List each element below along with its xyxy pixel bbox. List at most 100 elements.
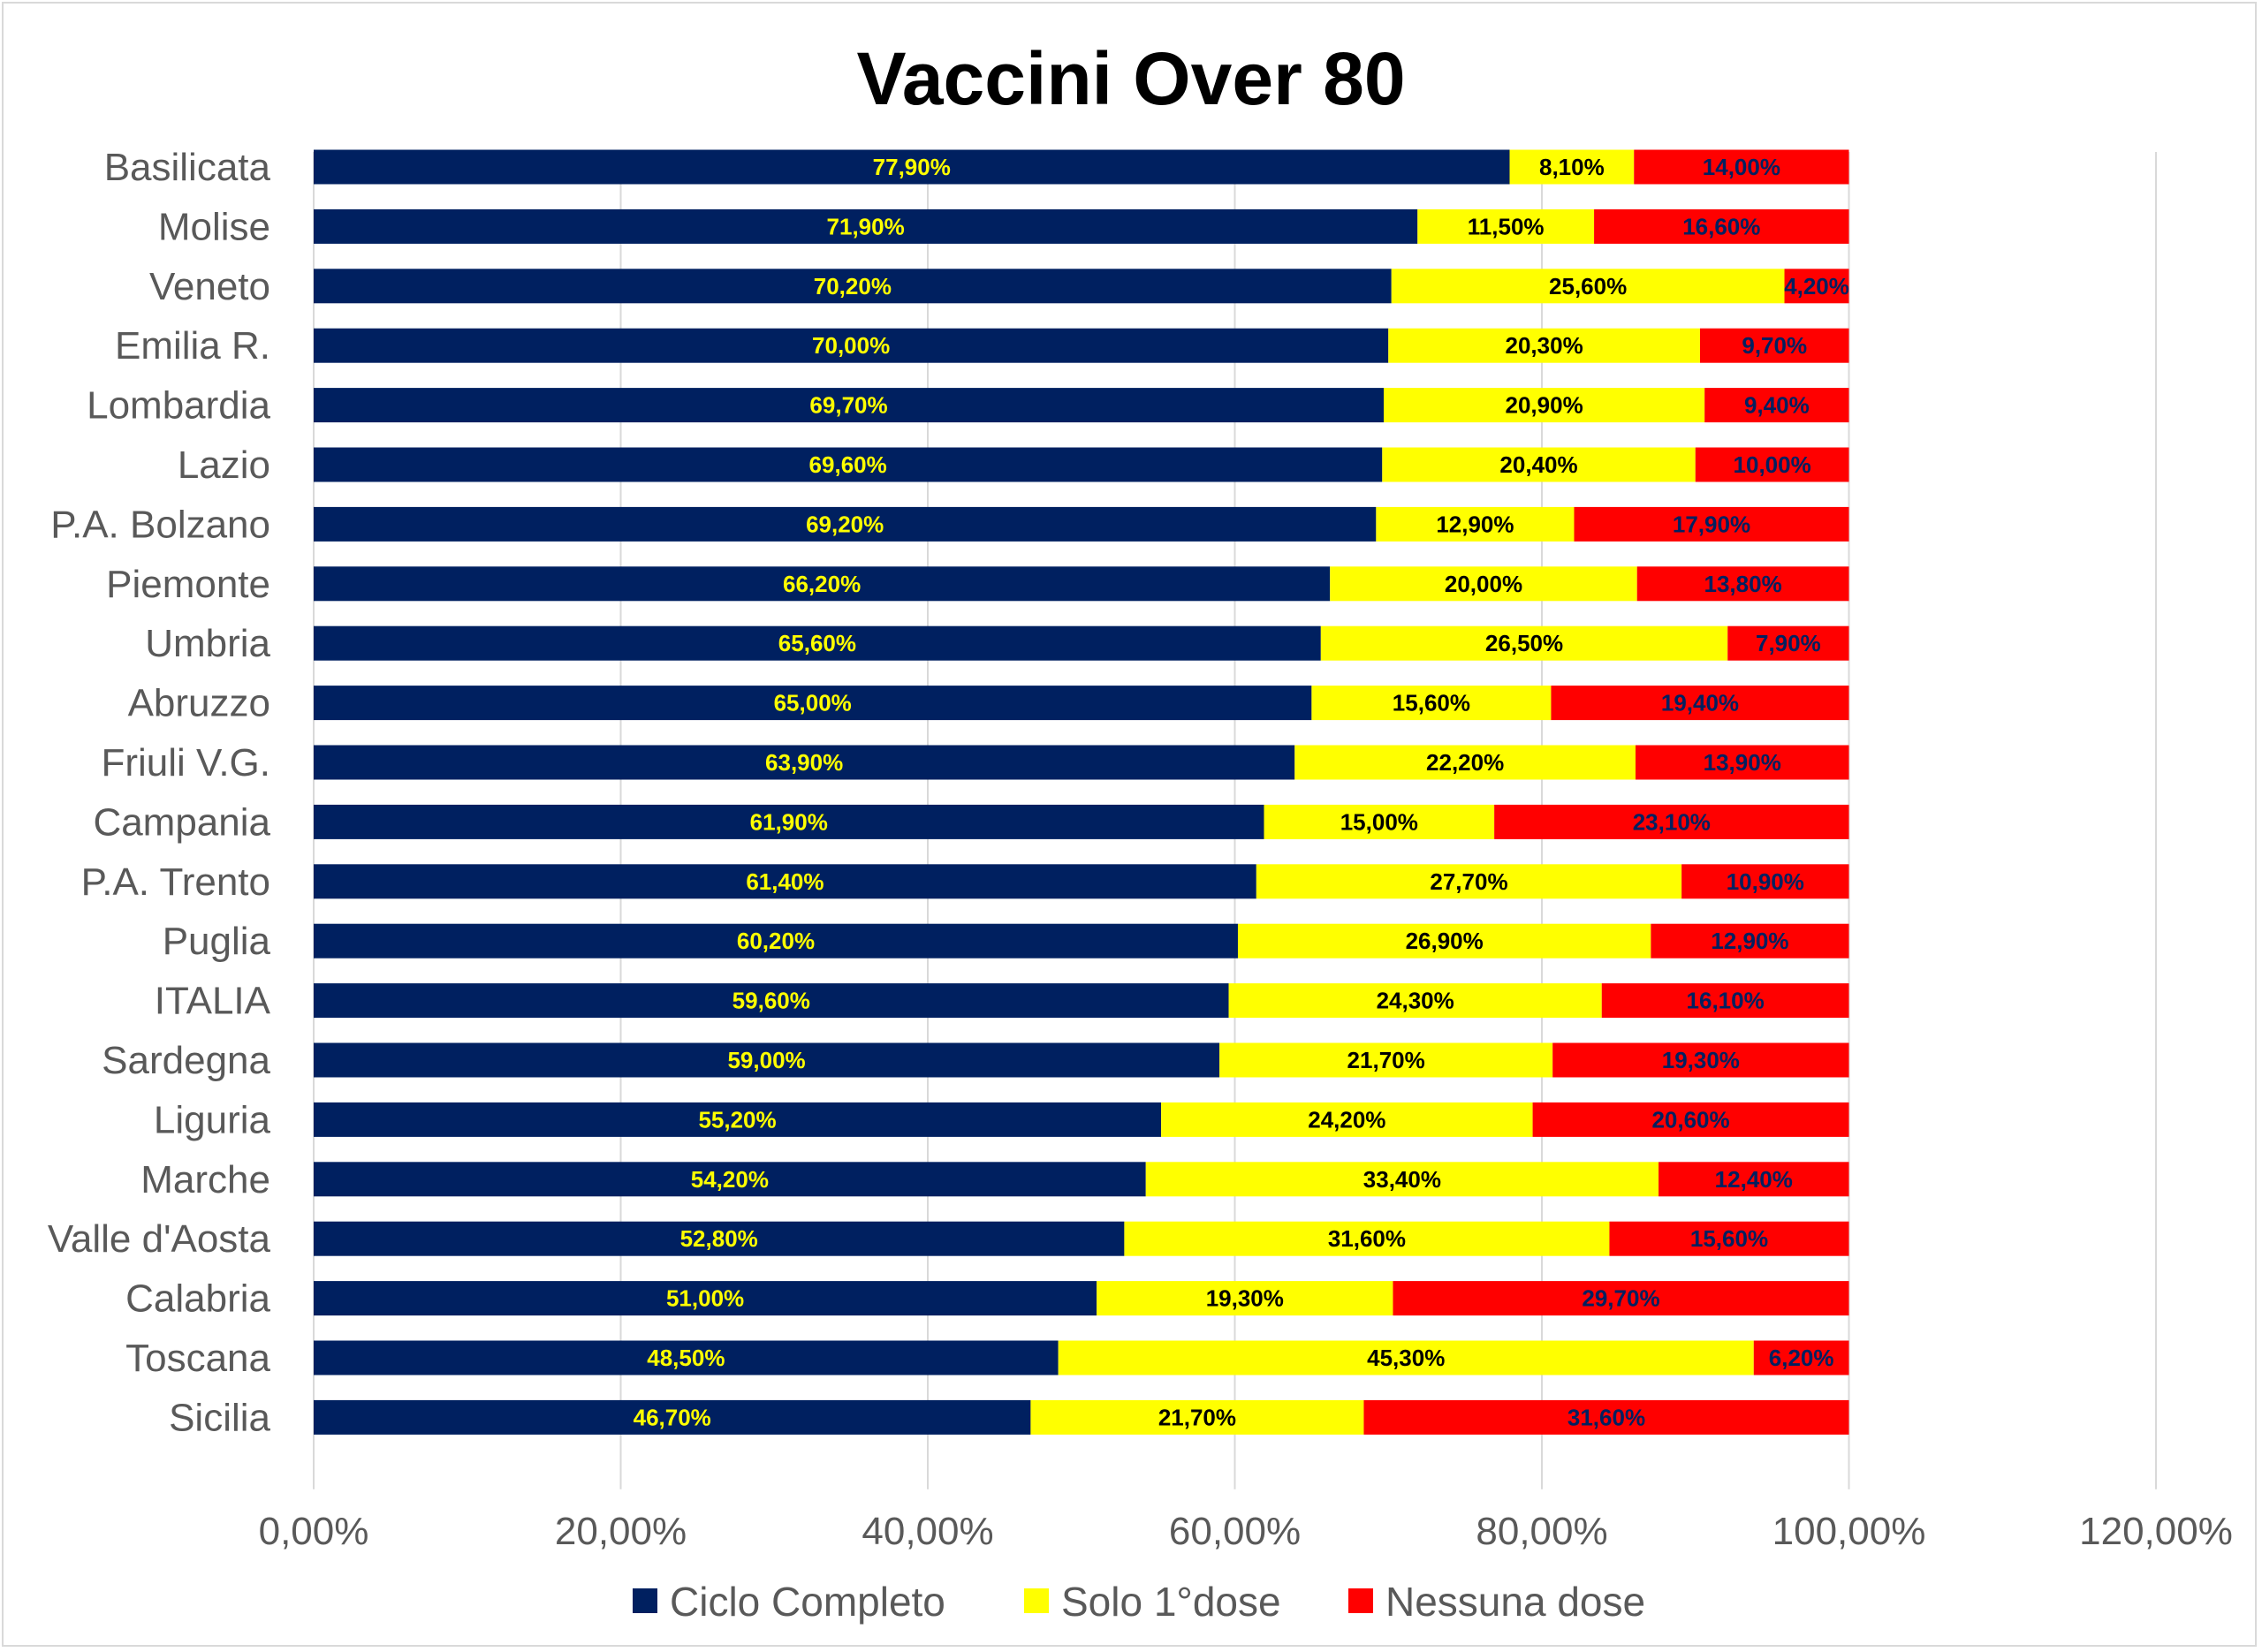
bar-marche-ciclo-completo [314,1162,1146,1197]
category-label-puglia: Puglia [163,920,271,963]
data-label-molise-ciclo-completo: 71,90% [827,213,905,239]
data-label-liguria-ciclo-completo: 55,20% [698,1106,776,1133]
data-label-italia-ciclo-completo: 59,60% [732,988,810,1014]
bar-sardegna-ciclo-completo [314,1042,1220,1078]
data-label-marche-nessuna-dose: 12,40% [1715,1166,1793,1193]
x-tick-label-1: 20,00% [555,1510,687,1553]
data-label-calabria-nessuna-dose: 29,70% [1582,1285,1659,1312]
bar-lazio-ciclo-completo [314,447,1383,482]
legend-swatch-ciclo-completo [633,1588,657,1613]
legend-label-ciclo-completo: Ciclo Completo [670,1579,945,1625]
bar-umbria-solo-1-dose [1320,625,1728,661]
bar-abruzzo-solo-1-dose [1311,686,1552,721]
bar-sardegna-nessuna-dose [1552,1042,1849,1078]
data-label-calabria-ciclo-completo: 51,00% [666,1285,744,1312]
x-tick-label-5: 100,00% [1772,1510,1926,1553]
bar-puglia-solo-1-dose [1237,923,1651,959]
category-labels: Basilicata Molise Veneto Emilia R. Lombardia… [48,146,271,1439]
data-label-valle-d-aosta-solo-1-dose: 31,60% [1328,1225,1406,1252]
bar-sicilia-nessuna-dose [1363,1399,1849,1435]
data-label-molise-solo-1-dose: 11,50% [1468,213,1545,239]
data-label-lombardia-nessuna-dose: 9,40% [1744,392,1810,419]
data-label-abruzzo-solo-1-dose: 15,60% [1393,690,1470,716]
data-label-sardegna-ciclo-completo: 59,00% [727,1047,805,1073]
bar-molise-solo-1-dose [1417,208,1595,244]
bars: 77,90% 8,10% 14,00% 71,90% 11,50% 16,60% 70,20… [314,149,1849,1435]
data-label-veneto-nessuna-dose: 4,20% [1784,273,1849,299]
bar-basilicata-nessuna-dose [1634,149,1849,185]
data-label-puglia-ciclo-completo: 60,20% [737,928,815,954]
category-label-toscana: Toscana [125,1337,270,1380]
legend-label-solo-1-dose: Solo 1°dose [1061,1579,1281,1625]
x-tick-label-3: 60,00% [1169,1510,1301,1553]
data-label-emilia-r-ciclo-completo: 70,00% [812,332,890,359]
data-label-italia-solo-1-dose: 24,30% [1377,988,1454,1014]
bar-abruzzo-ciclo-completo [314,686,1312,721]
data-label-italia-nessuna-dose: 16,10% [1687,988,1765,1014]
bar-toscana-nessuna-dose [1753,1340,1849,1375]
bar-italia-ciclo-completo [314,983,1229,1019]
category-label-lazio: Lazio [178,443,270,487]
bar-marche-solo-1-dose [1145,1162,1659,1197]
category-label-lombardia: Lombardia [87,384,270,428]
bar-toscana-ciclo-completo [314,1340,1059,1375]
data-label-umbria-ciclo-completo: 65,60% [778,630,856,656]
bar-p-a-trento-solo-1-dose [1256,864,1682,899]
bar-veneto-solo-1-dose [1391,269,1785,304]
data-label-campania-ciclo-completo: 61,90% [750,808,828,835]
bar-lombardia-solo-1-dose [1384,388,1705,423]
category-label-italia: ITALIA [155,980,271,1023]
bar-liguria-ciclo-completo [314,1102,1162,1137]
bar-friuli-v-g-nessuna-dose [1635,745,1849,780]
data-label-lombardia-ciclo-completo: 69,70% [809,392,887,419]
bar-calabria-nessuna-dose [1393,1281,1849,1316]
legend-swatch-solo-1-dose [1024,1588,1049,1613]
bar-veneto-nessuna-dose [1784,269,1849,304]
bar-molise-ciclo-completo [314,208,1418,244]
category-label-valle-d-aosta: Valle d'Aosta [48,1217,271,1261]
data-label-emilia-r-nessuna-dose: 9,70% [1742,332,1807,359]
data-label-marche-ciclo-completo: 54,20% [691,1166,769,1193]
data-label-umbria-nessuna-dose: 7,90% [1756,630,1821,656]
bar-valle-d-aosta-solo-1-dose [1124,1221,1610,1256]
data-label-friuli-v-g-ciclo-completo: 63,90% [765,749,843,776]
data-label-sicilia-solo-1-dose: 21,70% [1158,1404,1236,1430]
bar-liguria-nessuna-dose [1532,1102,1849,1137]
data-label-piemonte-nessuna-dose: 13,80% [1704,571,1782,597]
data-label-umbria-solo-1-dose: 26,50% [1485,630,1563,656]
data-label-piemonte-solo-1-dose: 20,00% [1445,571,1522,597]
bar-calabria-solo-1-dose [1097,1281,1393,1316]
bar-molise-nessuna-dose [1594,208,1849,244]
bar-p-a-bolzano-nessuna-dose [1574,506,1849,542]
category-label-emilia-r: Emilia R. [115,324,270,368]
data-label-p-a-trento-nessuna-dose: 10,90% [1727,868,1804,895]
data-label-molise-nessuna-dose: 16,60% [1682,213,1760,239]
data-label-lazio-solo-1-dose: 20,40% [1499,451,1577,478]
bar-sicilia-solo-1-dose [1030,1399,1364,1435]
data-label-basilicata-nessuna-dose: 14,00% [1703,154,1780,180]
data-label-abruzzo-nessuna-dose: 19,40% [1661,690,1739,716]
bar-piemonte-nessuna-dose [1636,566,1849,602]
bar-piemonte-ciclo-completo [314,566,1331,602]
data-label-abruzzo-ciclo-completo: 65,00% [774,690,852,716]
data-label-friuli-v-g-solo-1-dose: 22,20% [1426,749,1504,776]
bar-liguria-solo-1-dose [1161,1102,1533,1137]
data-label-valle-d-aosta-ciclo-completo: 52,80% [680,1225,758,1252]
data-label-p-a-trento-ciclo-completo: 61,40% [746,868,824,895]
data-label-marche-solo-1-dose: 33,40% [1363,1166,1441,1193]
data-label-campania-solo-1-dose: 15,00% [1340,808,1418,835]
data-label-lazio-ciclo-completo: 69,60% [809,451,887,478]
data-label-p-a-trento-solo-1-dose: 27,70% [1430,868,1507,895]
bar-calabria-ciclo-completo [314,1281,1097,1316]
chart-title: Vaccini Over 80 [856,37,1405,120]
category-label-p-a-trento: P.A. Trento [81,860,270,904]
bar-valle-d-aosta-nessuna-dose [1609,1221,1849,1256]
bar-emilia-r-solo-1-dose [1388,328,1700,363]
category-label-veneto: Veneto [149,265,270,308]
data-label-basilicata-solo-1-dose: 8,10% [1539,154,1605,180]
data-label-veneto-ciclo-completo: 70,20% [814,273,892,299]
data-label-puglia-solo-1-dose: 26,90% [1406,928,1484,954]
data-label-lombardia-solo-1-dose: 20,90% [1506,392,1583,419]
bar-basilicata-ciclo-completo [314,149,1510,185]
bar-lombardia-nessuna-dose [1704,388,1849,423]
